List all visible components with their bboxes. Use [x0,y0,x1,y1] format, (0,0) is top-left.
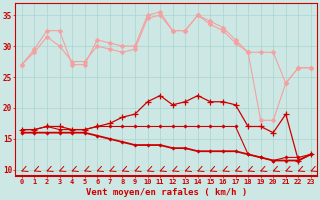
X-axis label: Vent moyen/en rafales ( km/h ): Vent moyen/en rafales ( km/h ) [86,188,247,197]
